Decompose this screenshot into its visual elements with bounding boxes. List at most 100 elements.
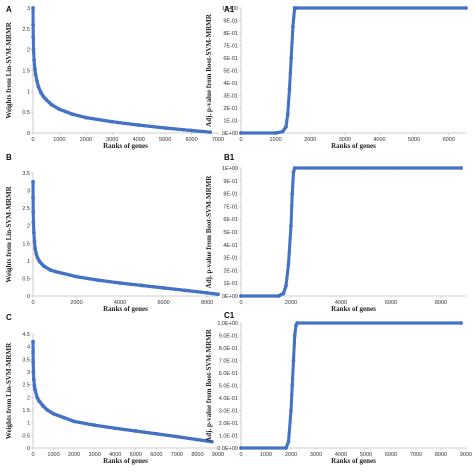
data-marker bbox=[123, 428, 128, 432]
y-tick-label: 2 bbox=[27, 395, 30, 401]
panel-label: A1 bbox=[224, 5, 235, 14]
x-tick-label: 4000 bbox=[335, 300, 347, 306]
x-tick-label: 2000 bbox=[285, 300, 297, 306]
x-tick-label: 6000 bbox=[385, 452, 397, 458]
x-tick-label: 0 bbox=[31, 137, 34, 143]
data-point bbox=[83, 115, 88, 120]
data-point bbox=[37, 399, 42, 404]
panel-label: C bbox=[6, 313, 12, 322]
x-tick-label: 8000 bbox=[435, 452, 447, 458]
y-axis-title: Weights from Lin-SVM-MRMR bbox=[5, 185, 13, 282]
x-tick-label: 9000 bbox=[212, 452, 224, 458]
data-point bbox=[118, 281, 122, 285]
data-point bbox=[31, 349, 35, 354]
x-axis-title: Ranks of genes bbox=[331, 457, 376, 465]
data-point bbox=[161, 286, 166, 290]
data-point bbox=[239, 446, 243, 450]
data-marker bbox=[79, 421, 83, 425]
data-point bbox=[37, 259, 42, 264]
y-tick-label: 7E-01 bbox=[223, 204, 238, 210]
data-point bbox=[31, 195, 36, 200]
x-tick-label: 9000 bbox=[460, 452, 472, 458]
data-marker bbox=[58, 414, 63, 418]
data-point bbox=[31, 370, 36, 374]
y-axis-title: Adj. p-value from Boot-SVM-MRMR bbox=[205, 13, 213, 127]
data-point bbox=[31, 359, 36, 364]
data-point bbox=[208, 130, 212, 135]
data-marker bbox=[176, 127, 180, 131]
y-tick-label: 2.5 bbox=[22, 206, 30, 212]
data-marker bbox=[67, 273, 71, 277]
data-marker bbox=[55, 413, 59, 417]
data-marker bbox=[172, 287, 177, 291]
data-marker bbox=[150, 124, 154, 129]
data-point bbox=[459, 166, 463, 170]
data-point bbox=[154, 431, 159, 436]
data-point bbox=[31, 209, 36, 214]
data-point bbox=[286, 262, 291, 266]
data-point bbox=[41, 264, 46, 269]
panel-c1: 0.0E+00 1.0E-01 2.0E-01 3.0E-01 4.0E-01 5.0E-… bbox=[205, 311, 472, 465]
data-marker bbox=[62, 109, 66, 113]
data-point bbox=[459, 321, 463, 325]
data-point bbox=[35, 395, 40, 400]
data-point bbox=[133, 429, 138, 433]
data-point bbox=[45, 408, 50, 412]
data-point bbox=[31, 47, 36, 52]
data-point bbox=[464, 6, 468, 10]
y-tick-label: 1.5 bbox=[22, 241, 30, 247]
data-point bbox=[239, 131, 243, 135]
y-tick-label: 1E-01 bbox=[223, 119, 238, 125]
y-tick-label: 8.0E-01 bbox=[219, 346, 238, 352]
data-point bbox=[174, 434, 179, 439]
y-tick-label: 8E-01 bbox=[223, 31, 238, 37]
panel-c: 0 0.5 1 1.5 2 2.5 3 3.5 4 4.5 0 1000 2000 3000 4000 500… bbox=[5, 313, 224, 465]
data-point bbox=[287, 87, 292, 92]
data-point bbox=[291, 24, 295, 29]
y-tick-label: 1E+00 bbox=[222, 166, 238, 172]
data-point bbox=[183, 288, 188, 293]
data-marker bbox=[60, 271, 64, 275]
x-tick-label: 2000 bbox=[68, 452, 80, 458]
data-point bbox=[113, 426, 118, 431]
y-axis-title: Weights from Lin-SVM-MRMR bbox=[5, 342, 13, 439]
y-tick-label: 0E+00 bbox=[222, 294, 238, 300]
y-tick-label: 1E+00 bbox=[222, 6, 238, 12]
y-tick-label: 7E-01 bbox=[223, 44, 238, 50]
data-point bbox=[51, 411, 56, 416]
y-tick-label: 5E-01 bbox=[223, 69, 238, 75]
x-tick-label: 7000 bbox=[410, 452, 422, 458]
y-tick-label: 3 bbox=[27, 6, 30, 12]
x-tick-label: 2000 bbox=[285, 452, 297, 458]
x-tick-label: 0 bbox=[31, 452, 34, 458]
data-marker bbox=[103, 425, 107, 429]
data-point bbox=[33, 387, 37, 392]
x-tick-label: 8000 bbox=[201, 300, 213, 306]
data-point bbox=[31, 230, 36, 235]
data-point bbox=[52, 269, 57, 274]
data-series bbox=[239, 321, 463, 450]
panel-label: C1 bbox=[224, 311, 235, 320]
y-tick-label: 2.5 bbox=[22, 383, 30, 389]
x-tick-label: 2000 bbox=[70, 300, 82, 306]
x-tick-label: 6000 bbox=[185, 137, 197, 143]
data-point bbox=[273, 131, 278, 135]
x-tick-label: 1000 bbox=[53, 137, 65, 143]
x-tick-label: 7000 bbox=[212, 137, 224, 143]
y-tick-label: 9E-01 bbox=[223, 179, 238, 185]
data-point bbox=[285, 112, 290, 117]
panel-a1: 0E+00 1E-01 2E-01 3E-01 4E-01 5E-01 6E-01 7E-01… bbox=[205, 5, 468, 150]
y-tick-label: 6E-01 bbox=[223, 56, 238, 62]
data-point bbox=[195, 437, 200, 442]
y-tick-label: 2.5 bbox=[22, 27, 30, 33]
panel-label: B1 bbox=[224, 153, 235, 162]
x-tick-label: 1000 bbox=[260, 452, 272, 458]
x-tick-label: 1000 bbox=[47, 452, 59, 458]
x-axis-title: Ranks of genes bbox=[331, 142, 376, 150]
y-tick-label: 3E-01 bbox=[223, 256, 238, 262]
data-point bbox=[70, 112, 75, 117]
data-point bbox=[163, 126, 168, 130]
data-marker bbox=[67, 417, 71, 422]
y-tick-label: 3 bbox=[27, 370, 30, 376]
data-series bbox=[31, 180, 220, 296]
